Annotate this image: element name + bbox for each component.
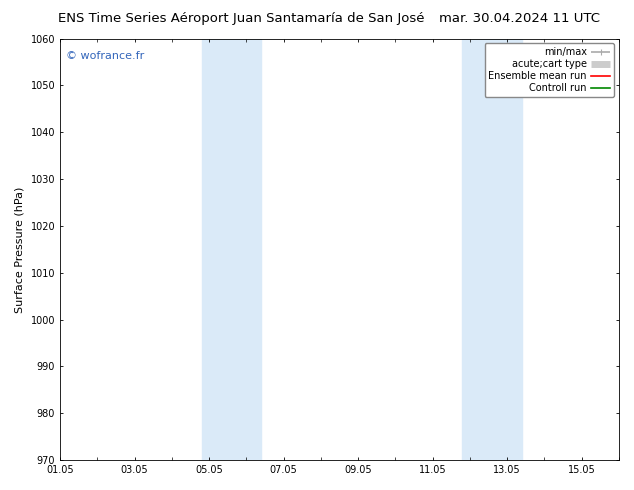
Bar xyxy=(462,39,522,460)
Text: © wofrance.fr: © wofrance.fr xyxy=(66,51,144,61)
Legend: min/max, acute;cart type, Ensemble mean run, Controll run: min/max, acute;cart type, Ensemble mean … xyxy=(484,44,614,97)
Y-axis label: Surface Pressure (hPa): Surface Pressure (hPa) xyxy=(15,186,25,313)
Text: ENS Time Series Aéroport Juan Santamaría de San José: ENS Time Series Aéroport Juan Santamaría… xyxy=(58,12,424,25)
Bar xyxy=(202,39,261,460)
Text: mar. 30.04.2024 11 UTC: mar. 30.04.2024 11 UTC xyxy=(439,12,600,25)
